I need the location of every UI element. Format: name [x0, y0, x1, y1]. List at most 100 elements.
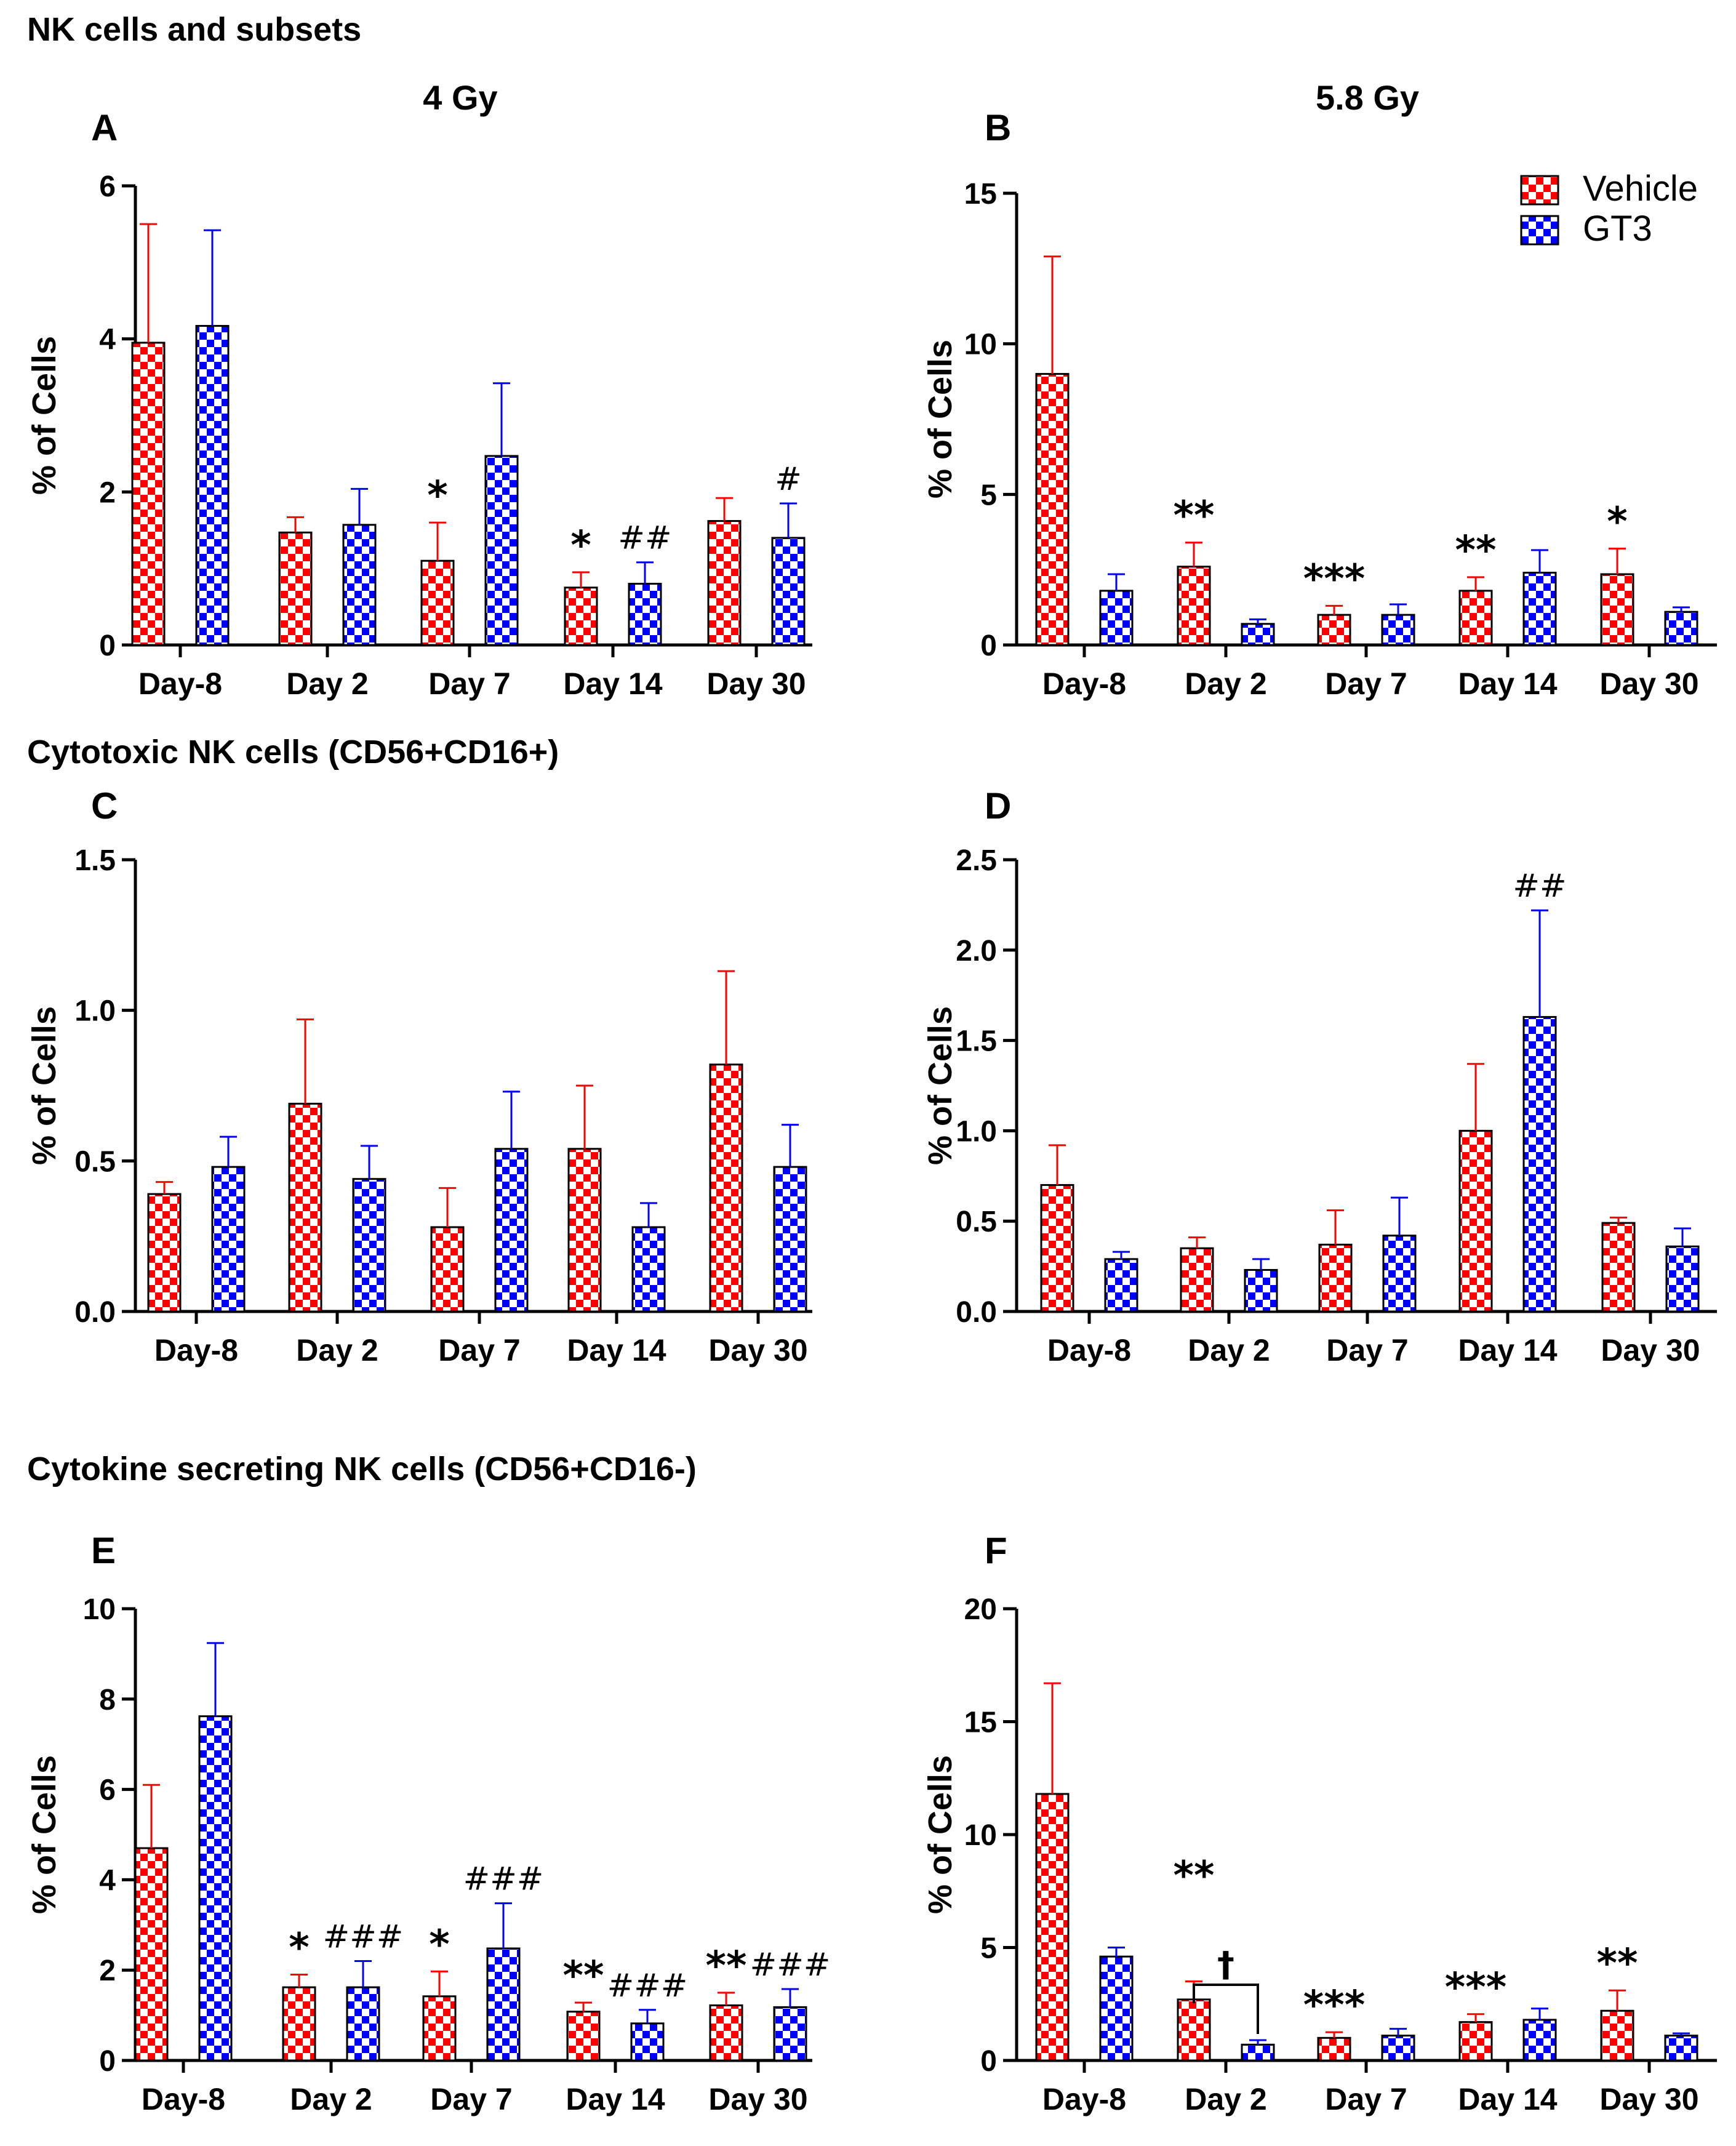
column-title-5-8gy: 5.8 Gy — [1316, 78, 1419, 117]
y-tick-label: 0.0 — [956, 1296, 997, 1329]
y-tick-label: 0 — [980, 630, 997, 662]
x-tick-label: Day 7 — [1325, 667, 1407, 701]
legend-swatch-gt3 — [1520, 215, 1559, 246]
y-tick-label: 20 — [964, 1593, 997, 1626]
bar-vehicle — [131, 342, 166, 646]
chart-panel-e: E 0 2 4 6 8 10 % of Cells Day-8 Day 2 Day 7 Day 14 D… — [26, 1530, 830, 2116]
bar-gt3 — [1244, 1268, 1278, 1313]
bar-gt3 — [773, 2006, 807, 2062]
bar-gt3 — [484, 455, 519, 646]
x-tick-label: Day 14 — [563, 667, 662, 701]
panel-label-b: B — [985, 107, 1011, 148]
y-axis-title: % of Cells — [922, 340, 959, 498]
y-tick-label: 5 — [980, 1932, 997, 1965]
y-tick-label: 10 — [964, 1819, 997, 1852]
panel-label-f: F — [985, 1530, 1007, 1571]
y-tick-label: 10 — [964, 329, 997, 361]
bar-vehicle — [1318, 1243, 1353, 1313]
bar-vehicle — [567, 1148, 602, 1313]
significance-marker: ### — [463, 1861, 544, 1898]
bar-vehicle — [1317, 2036, 1351, 2062]
bar-gt3 — [346, 1986, 380, 2062]
x-tick-label: Day-8 — [1042, 2082, 1126, 2116]
bar-vehicle — [1458, 590, 1493, 646]
panel-label-e: E — [91, 1530, 116, 1571]
x-tick-label: Day 14 — [566, 2082, 665, 2116]
bar-vehicle — [1458, 2021, 1493, 2062]
significance-marker: ** — [563, 1953, 604, 1999]
bar-vehicle — [422, 1995, 457, 2062]
x-tick-label: Day 30 — [1599, 667, 1698, 701]
bar-vehicle — [1180, 1247, 1214, 1313]
significance-marker: ** — [1174, 1854, 1215, 1899]
bar-vehicle — [709, 2004, 743, 2062]
panel-label-d: D — [985, 785, 1011, 827]
significance-marker: *** — [1303, 1983, 1365, 2028]
significance-marker: * — [429, 1922, 449, 1968]
bar-gt3 — [1381, 614, 1415, 646]
bar-vehicle — [1600, 2009, 1634, 2062]
x-tick-label: Day 2 — [286, 667, 368, 701]
significance-marker: # — [775, 461, 802, 498]
bar-gt3 — [1241, 2043, 1275, 2062]
section-title-cytotoxic: Cytotoxic NK cells (CD56+CD16+) — [27, 734, 559, 771]
y-tick-label: 0.5 — [956, 1206, 997, 1238]
y-tick-label: 15 — [964, 1707, 997, 1739]
bar-gt3 — [630, 2022, 665, 2062]
bar-gt3 — [773, 1166, 807, 1313]
x-tick-label: Day 7 — [428, 667, 510, 701]
x-tick-label: Day 2 — [1185, 2082, 1266, 2116]
bar-gt3 — [1104, 1258, 1138, 1313]
x-tick-label: Day 30 — [708, 2082, 807, 2116]
x-tick-label: Day-8 — [1047, 1333, 1131, 1367]
bar-vehicle — [147, 1193, 182, 1313]
y-tick-label: 8 — [99, 1684, 116, 1716]
bar-vehicle — [1601, 1222, 1636, 1313]
chart-panel-b: B 0 5 10 15 % of Cells Day-8 Day 2 Day 7 Day 14 Da… — [922, 107, 1717, 701]
x-tick-label: Day 7 — [1325, 2082, 1407, 2116]
bar-vehicle — [278, 531, 313, 646]
section-title-nk-cells: NK cells and subsets — [27, 11, 361, 48]
bar-gt3 — [494, 1148, 529, 1313]
significance-marker: * — [289, 1926, 309, 1971]
y-tick-label: 1.5 — [74, 844, 116, 877]
bar-vehicle — [288, 1102, 322, 1313]
y-axis-title: % of Cells — [26, 336, 63, 495]
y-tick-label: 1.5 — [956, 1025, 997, 1058]
x-tick-label: Day 14 — [1458, 2082, 1557, 2116]
bar-vehicle — [1317, 614, 1351, 646]
y-tick-label: 2.5 — [956, 844, 997, 877]
x-tick-label: Day 7 — [1326, 1333, 1408, 1367]
significance-marker: * — [427, 473, 447, 519]
legend: Vehicle GT3 — [1520, 169, 1698, 249]
bar-vehicle — [430, 1226, 465, 1313]
chart-panel-d: D 0.0 0.5 1.0 1.5 2.0 2.5 % of Cells Day-8 Day 2 D… — [922, 785, 1717, 1367]
x-tick-label: Day 2 — [1188, 1333, 1270, 1367]
y-tick-label: 6 — [99, 170, 116, 203]
y-tick-label: 4 — [99, 1864, 116, 1897]
significance-marker: ## — [1513, 868, 1566, 905]
x-tick-label: Day 2 — [1185, 667, 1266, 701]
x-tick-label: Day 2 — [296, 1333, 378, 1367]
bar-gt3 — [1522, 1015, 1557, 1313]
significance-marker: * — [1607, 499, 1627, 545]
y-tick-label: 1.0 — [74, 995, 116, 1028]
bar-vehicle — [1035, 1793, 1070, 2062]
x-tick-label: Day 14 — [1458, 667, 1557, 701]
legend-label-gt3: GT3 — [1583, 209, 1652, 249]
bar-vehicle — [420, 559, 455, 646]
y-axis-title: % of Cells — [922, 1006, 959, 1165]
x-tick-label: Day-8 — [138, 667, 222, 701]
bar-gt3 — [628, 583, 662, 646]
section-title-cytokine: Cytokine secreting NK cells (CD56+CD16-) — [27, 1451, 697, 1487]
y-tick-label: 0.5 — [74, 1145, 116, 1178]
bar-gt3 — [211, 1166, 246, 1313]
y-axis-title: % of Cells — [26, 1006, 63, 1165]
bar-gt3 — [1099, 590, 1134, 646]
y-tick-label: 2 — [99, 476, 116, 509]
y-tick-label: 0 — [99, 630, 116, 662]
y-axis-title: % of Cells — [922, 1755, 959, 1914]
bar-vehicle — [134, 1847, 169, 2062]
x-tick-label: Day 7 — [430, 2082, 512, 2116]
